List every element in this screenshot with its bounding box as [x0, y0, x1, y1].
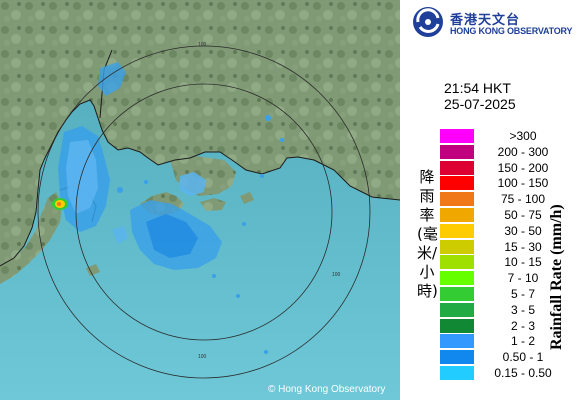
legend-swatch — [440, 176, 474, 191]
legend-swatch — [440, 160, 474, 175]
legend-swatch — [440, 271, 474, 286]
legend-label: 75 - 100 — [500, 192, 546, 207]
coastline — [0, 99, 400, 267]
legend-title-cn: 降雨率(毫米/小時) — [417, 168, 438, 300]
legend-label: 30 - 50 — [504, 223, 542, 238]
range-label-top: 100 — [198, 42, 207, 48]
legend-swatch — [440, 239, 474, 254]
legend-swatch — [440, 255, 474, 270]
legend-label: 150 - 200 — [497, 160, 549, 175]
range-label-bottom: 100 — [198, 354, 207, 360]
logo-name-en: HONG KONG OBSERVATORY — [450, 26, 573, 36]
legend-label: 5 - 7 — [510, 287, 535, 301]
islet-1 — [240, 192, 254, 204]
legend-swatch — [440, 208, 474, 222]
hko-emblem-icon — [413, 7, 443, 37]
copyright-text: © Hong Kong Observatory — [268, 384, 386, 395]
hko-logo: 香港天文台 HONG KONG OBSERVATORY — [412, 6, 577, 40]
logo-name-cn: 香港天文台 — [450, 13, 521, 28]
legend-swatch — [440, 366, 474, 380]
legend-label: 10 - 15 — [504, 255, 542, 270]
date-label: 25-07-2025 — [444, 96, 516, 112]
hong-kong-island — [200, 198, 226, 211]
rain-echoes — [52, 62, 284, 354]
side-panel: 香港天文台 HONG KONG OBSERVATORY 21:54 HKT 25… — [400, 0, 577, 400]
legend-swatch — [440, 318, 474, 333]
legend-label: 15 - 30 — [504, 239, 542, 254]
legend-label: 3 - 5 — [510, 302, 535, 317]
legend-label: 200 - 300 — [497, 144, 549, 159]
range-label-right: 100 — [332, 272, 341, 278]
legend-label: 0.15 - 0.50 — [494, 366, 552, 380]
range-ring-outer — [37, 45, 371, 379]
west-bank — [0, 192, 62, 284]
legend-swatch — [440, 192, 474, 207]
legend-label: 100 - 150 — [497, 176, 549, 191]
legend-label: 50 - 75 — [504, 208, 542, 222]
islet-2 — [86, 264, 100, 276]
radar-map: 100 100 100 — [0, 0, 400, 400]
legend-swatch — [440, 334, 474, 349]
legend-swatch — [440, 350, 474, 365]
legend-label: 1 - 2 — [510, 334, 535, 349]
legend-label: 7 - 10 — [507, 271, 539, 286]
time-label: 21:54 HKT — [444, 80, 511, 96]
legend-swatch — [440, 129, 474, 143]
legend-label: 0.50 - 1 — [502, 350, 544, 365]
legend-swatch — [440, 287, 474, 301]
legend-swatch — [440, 144, 474, 159]
legend-swatch — [440, 302, 474, 317]
legend-label: >300 — [509, 129, 537, 143]
legend-swatch — [440, 223, 474, 238]
range-ring-inner — [75, 83, 333, 341]
mainland — [0, 0, 400, 266]
legend-label: 2 - 3 — [510, 318, 535, 333]
